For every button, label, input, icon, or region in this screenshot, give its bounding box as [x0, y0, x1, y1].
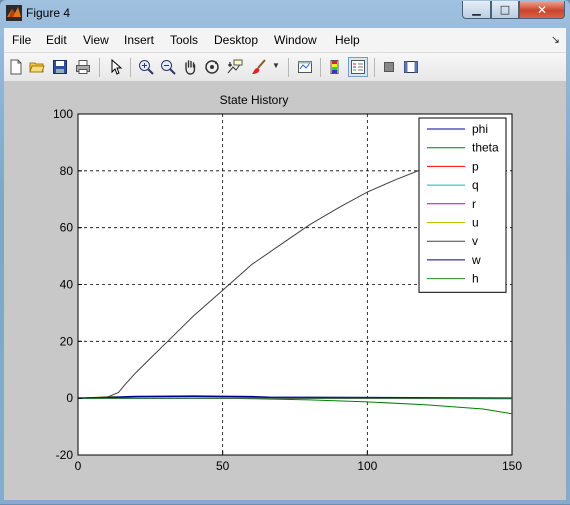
- show-plot-tools-icon: [404, 61, 418, 73]
- y-tick-label: 100: [53, 107, 73, 121]
- close-button[interactable]: ✕: [519, 1, 565, 19]
- menu-dock-arrow-icon[interactable]: ↘: [550, 34, 560, 46]
- zoom-out-button[interactable]: [159, 58, 177, 76]
- hide-plot-tools-button[interactable]: [380, 58, 398, 76]
- legend-icon: [351, 60, 365, 74]
- y-tick-label: 80: [60, 164, 74, 178]
- x-tick-label: 0: [75, 459, 82, 473]
- show-plot-tools-button[interactable]: [402, 58, 420, 76]
- maximize-icon: □: [499, 3, 511, 16]
- zoom-in-icon: [139, 60, 154, 75]
- legend-label-p: p: [472, 159, 479, 173]
- legend-label-v: v: [472, 234, 478, 248]
- menu-help[interactable]: Help: [335, 33, 360, 47]
- colorbar-icon: [330, 60, 339, 74]
- y-tick-label: 60: [60, 221, 74, 235]
- menu-window[interactable]: Window: [274, 33, 317, 47]
- legend-label-u: u: [472, 216, 479, 230]
- figure-canvas[interactable]: State History 0 50 100 150 -20 0 20 40 60 80 100 p…: [4, 82, 566, 500]
- print-icon: [76, 60, 90, 74]
- legend-box: [418, 117, 507, 293]
- data-cursor-button[interactable]: [226, 58, 244, 76]
- toolbar-separator: [288, 58, 289, 77]
- menu-edit[interactable]: Edit: [46, 33, 67, 47]
- legend-label-w: w: [471, 253, 481, 267]
- toolbar-separator: [374, 58, 375, 77]
- menu-desktop[interactable]: Desktop: [214, 33, 259, 47]
- window-title: Figure 4: [26, 6, 71, 20]
- save-icon: [53, 60, 67, 74]
- insert-colorbar-button[interactable]: [326, 58, 344, 76]
- hide-plot-tools-icon: [384, 62, 394, 72]
- edit-plot-button[interactable]: [107, 58, 125, 76]
- series-line-w: [77, 395, 513, 400]
- minimize-icon: ▁: [472, 3, 481, 16]
- insert-legend-button[interactable]: [348, 57, 368, 77]
- y-tick-label: 20: [60, 334, 74, 348]
- minimize-button[interactable]: ▁: [462, 1, 491, 19]
- x-tick-label: 50: [216, 459, 230, 473]
- toolbar-separator: [130, 58, 131, 77]
- menu-view[interactable]: View: [83, 33, 109, 47]
- open-file-button[interactable]: [28, 58, 46, 76]
- legend-label-theta: theta: [472, 141, 499, 155]
- legend-label-q: q: [472, 178, 479, 192]
- new-figure-button[interactable]: [7, 58, 25, 76]
- y-tick-label: 40: [60, 278, 74, 292]
- new-file-icon: [10, 59, 22, 75]
- legend-label-phi: phi: [472, 122, 488, 136]
- rotate-3d-button[interactable]: [203, 58, 221, 76]
- rotate-3d-icon: [205, 60, 219, 74]
- brush-icon: [252, 59, 266, 74]
- pan-button[interactable]: [181, 58, 199, 76]
- zoom-out-icon: [161, 60, 176, 75]
- legend-label-r: r: [472, 197, 476, 211]
- zoom-in-button[interactable]: [137, 58, 155, 76]
- link-plot-icon: [298, 61, 312, 73]
- title-bar[interactable]: Figure 4 ▁ □ ✕: [0, 0, 570, 28]
- menu-file[interactable]: File: [12, 33, 32, 47]
- brush-dropdown-arrow-icon[interactable]: ▼: [272, 61, 280, 70]
- menu-insert[interactable]: Insert: [124, 33, 155, 47]
- series-lines: [77, 157, 513, 415]
- chart-title: State History: [220, 93, 289, 107]
- pointer-icon: [111, 59, 123, 75]
- menu-bar: File Edit View Insert Tools Desktop Wind…: [4, 28, 566, 53]
- matlab-logo-icon: [6, 5, 22, 21]
- figure-toolbar: ▼: [4, 53, 566, 82]
- close-icon: ✕: [536, 2, 548, 17]
- x-tick-label: 100: [357, 459, 377, 473]
- y-tick-label: -20: [56, 448, 74, 462]
- print-button[interactable]: [74, 58, 92, 76]
- data-cursor-icon: [227, 59, 243, 74]
- link-plot-button[interactable]: [296, 58, 314, 76]
- save-button[interactable]: [51, 58, 69, 76]
- maximize-button[interactable]: □: [491, 1, 519, 19]
- window-client-area: File Edit View Insert Tools Desktop Wind…: [4, 28, 566, 500]
- brush-button[interactable]: [250, 58, 268, 76]
- series-line-v: [77, 157, 455, 399]
- open-folder-icon: [29, 62, 45, 73]
- menu-tools[interactable]: Tools: [170, 33, 199, 47]
- x-tick-label: 150: [502, 459, 522, 473]
- toolbar-separator: [99, 58, 100, 77]
- legend-label-h: h: [472, 272, 479, 286]
- y-tick-label: 0: [66, 391, 73, 405]
- toolbar-separator: [320, 58, 321, 77]
- pan-hand-icon: [185, 60, 196, 75]
